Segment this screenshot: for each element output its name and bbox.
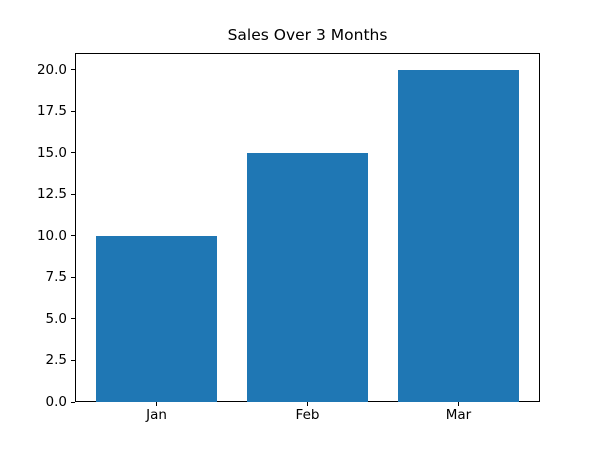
bar-mar — [398, 69, 519, 402]
y-tick-mark — [71, 69, 75, 71]
y-tick-label: 2.5 — [45, 352, 67, 369]
bar-jan — [96, 235, 217, 402]
x-tick-label: Jan — [146, 407, 167, 423]
y-tick-label: 20.0 — [36, 61, 67, 78]
y-tick-label: 17.5 — [36, 103, 67, 120]
y-tick-mark — [71, 110, 75, 112]
y-tick-mark — [71, 193, 75, 195]
y-tick-mark — [71, 152, 75, 154]
y-tick-mark — [71, 401, 75, 403]
y-tick-mark — [71, 359, 75, 361]
x-tick-mark — [156, 402, 158, 406]
y-tick-label: 10.0 — [36, 227, 67, 244]
x-tick-label: Feb — [295, 407, 320, 423]
chart-title: Sales Over 3 Months — [227, 26, 388, 44]
y-tick-label: 12.5 — [36, 186, 67, 203]
y-tick-label: 7.5 — [45, 269, 67, 286]
y-tick-mark — [71, 318, 75, 320]
bar-feb — [247, 152, 368, 402]
y-tick-mark — [71, 276, 75, 278]
x-tick-label: Mar — [445, 407, 472, 423]
y-tick-label: 0.0 — [45, 394, 67, 410]
y-tick-label: 5.0 — [45, 310, 67, 327]
y-tick-label: 15.0 — [36, 144, 67, 161]
y-tick-mark — [71, 235, 75, 237]
x-tick-mark — [457, 402, 459, 406]
x-tick-mark — [307, 402, 308, 406]
